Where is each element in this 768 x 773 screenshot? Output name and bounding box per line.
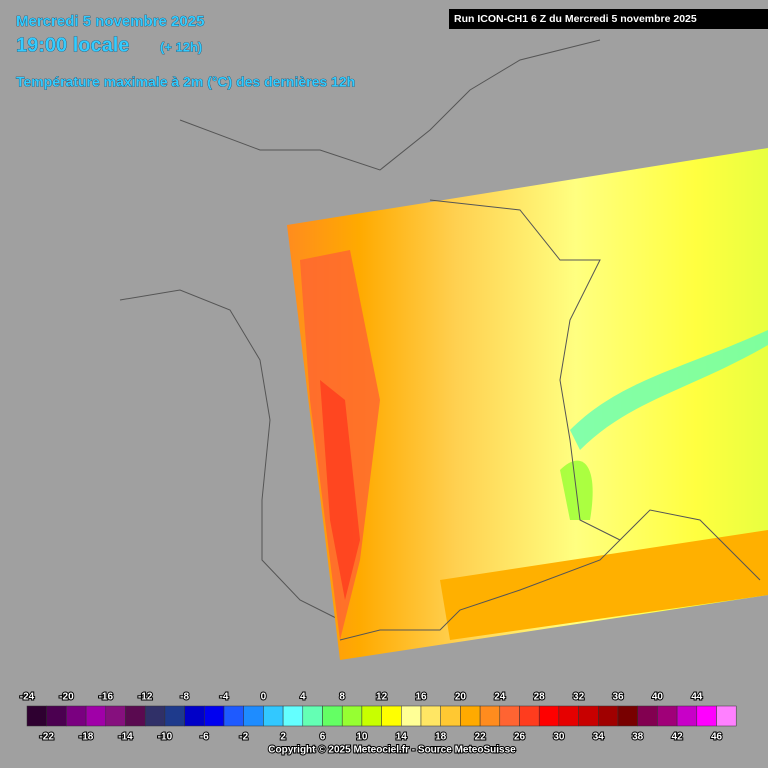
border-line: [429, 199, 621, 541]
legend-label: 2: [280, 732, 286, 743]
run: Run ICON-CH1 6 Z du Mercredi 5 novembre …: [454, 13, 697, 25]
legend-label: 20: [455, 692, 467, 703]
date: Mercredi 5 novembre 2025: [16, 13, 204, 30]
legend-swatch: [578, 705, 599, 727]
legend-swatch: [322, 705, 343, 727]
legend-label: 38: [632, 732, 644, 743]
legend-label: 6: [320, 732, 326, 743]
time: 19:00 locale: [16, 34, 129, 56]
legend-swatch: [243, 705, 264, 727]
legend-label: 0: [261, 692, 267, 703]
legend-label: 32: [573, 692, 585, 703]
legend-swatch: [499, 705, 520, 727]
legend-swatch: [460, 705, 481, 727]
legend-label: -18: [79, 732, 94, 743]
legend-label: 24: [494, 692, 506, 703]
legend-swatch: [223, 705, 244, 727]
legend-label: -6: [200, 732, 209, 743]
legend-swatch: [420, 705, 441, 727]
legend-swatch: [184, 705, 205, 727]
legend-label: 14: [396, 732, 408, 743]
legend-swatch: [479, 705, 501, 727]
legend-swatch: [676, 705, 698, 727]
coastline: [179, 39, 601, 171]
legend-swatch: [401, 705, 422, 727]
legend: -24-22-20-18-16-14-12-10-8-6-4-202468101…: [19, 691, 737, 744]
legend-label: -20: [59, 692, 74, 703]
legend-swatch: [164, 705, 185, 727]
alps-zone: [570, 330, 768, 450]
legend-label: 12: [376, 692, 388, 703]
coastline: [339, 509, 761, 641]
legend-label: 18: [435, 732, 447, 743]
legend-swatch: [440, 705, 461, 727]
sea-zone: [440, 530, 768, 640]
legend-swatch: [696, 705, 717, 727]
legend-label: -4: [220, 692, 229, 703]
legend-swatch: [26, 705, 47, 727]
legend-label: 40: [652, 692, 664, 703]
legend-label: 8: [339, 692, 345, 703]
legend-label: 26: [514, 732, 526, 743]
legend-swatch: [144, 705, 166, 727]
legend-swatch: [66, 705, 87, 727]
run-banner: [449, 9, 768, 29]
legend-label: -12: [138, 692, 153, 703]
legend-swatch: [341, 705, 363, 727]
legend-label: 4: [300, 692, 306, 703]
temperature-field: [287, 148, 768, 660]
legend-label: -16: [99, 692, 114, 703]
legend-label: 16: [415, 692, 427, 703]
legend-swatch: [85, 705, 107, 727]
legend-label: -24: [20, 692, 35, 703]
legend-label: -10: [158, 732, 173, 743]
parameter: Température maximale à 2m (°C) des derni…: [16, 74, 355, 90]
legend-label: 22: [475, 732, 487, 743]
legend-label: 28: [534, 692, 546, 703]
legend-swatch: [204, 705, 225, 727]
legend-swatch: [302, 705, 323, 727]
legend-swatch: [558, 705, 579, 727]
legend-label: -22: [39, 732, 54, 743]
legend-swatch: [282, 705, 304, 727]
legend-swatch: [598, 705, 619, 727]
hot-zone: [320, 380, 360, 600]
legend-swatch: [125, 705, 146, 727]
coastline: [119, 289, 341, 621]
legend-label: -2: [239, 732, 248, 743]
legend-swatch: [105, 705, 126, 727]
legend-swatch: [361, 705, 382, 727]
copyright: Copyright © 2025 Meteociel.fr - Source M…: [268, 745, 516, 756]
legend-label: 44: [691, 692, 703, 703]
legend-label: 30: [553, 732, 565, 743]
legend-label: -8: [180, 692, 189, 703]
legend-swatch: [637, 705, 658, 727]
legend-swatch: [657, 705, 678, 727]
legend-label: 36: [612, 692, 624, 703]
legend-swatch: [617, 705, 638, 727]
legend-swatch: [263, 705, 284, 727]
offset: (+ 12h): [160, 39, 202, 54]
legend-swatch: [46, 705, 67, 727]
legend-label: 34: [593, 732, 605, 743]
legend-swatch: [538, 705, 560, 727]
legend-label: 42: [672, 732, 684, 743]
legend-swatch: [716, 705, 737, 727]
legend-swatch: [519, 705, 540, 727]
legend-swatch: [381, 705, 402, 727]
legend-label: 46: [711, 732, 723, 743]
legend-label: -14: [118, 732, 133, 743]
legend-label: 10: [356, 732, 368, 743]
